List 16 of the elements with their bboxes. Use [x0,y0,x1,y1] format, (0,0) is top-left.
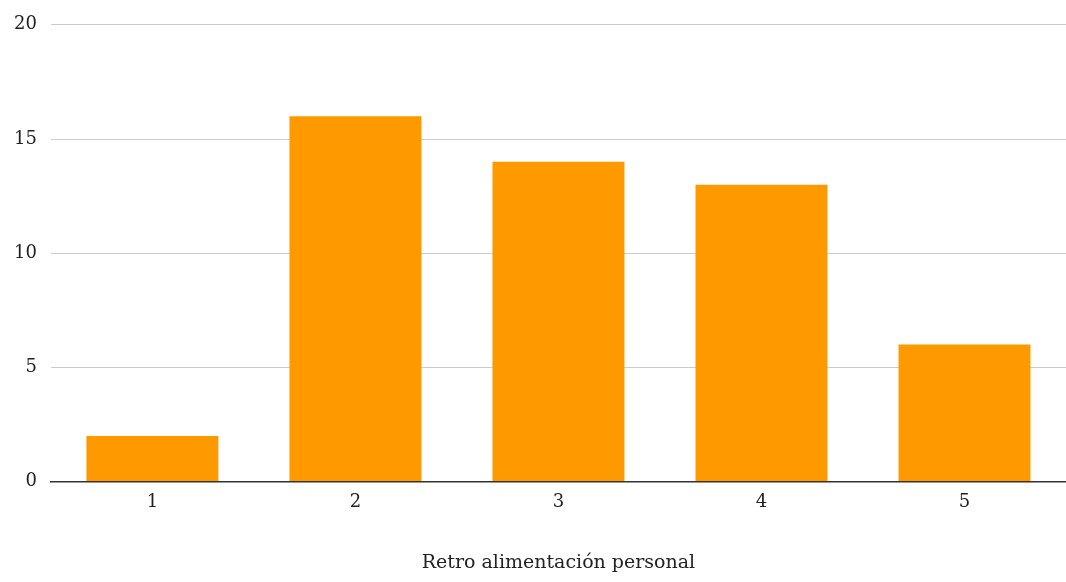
bar [492,161,625,482]
y-tick-label: 0 [25,469,37,491]
y-tick-label: 20 [14,12,37,34]
x-tick-label: 4 [755,490,768,512]
bar [289,116,422,482]
x-tick-label: 1 [146,490,159,512]
y-tick-label: 5 [25,355,37,377]
bar [695,184,828,482]
x-tick-label: 2 [349,490,362,512]
bar [86,435,219,482]
x-tick-label: 5 [958,490,971,512]
bar [898,344,1031,482]
y-tick-label: 15 [14,126,37,148]
y-tick-label: 10 [14,240,37,262]
x-axis-title: Retro alimentación personal [421,549,696,572]
x-tick-label: 3 [552,490,565,512]
